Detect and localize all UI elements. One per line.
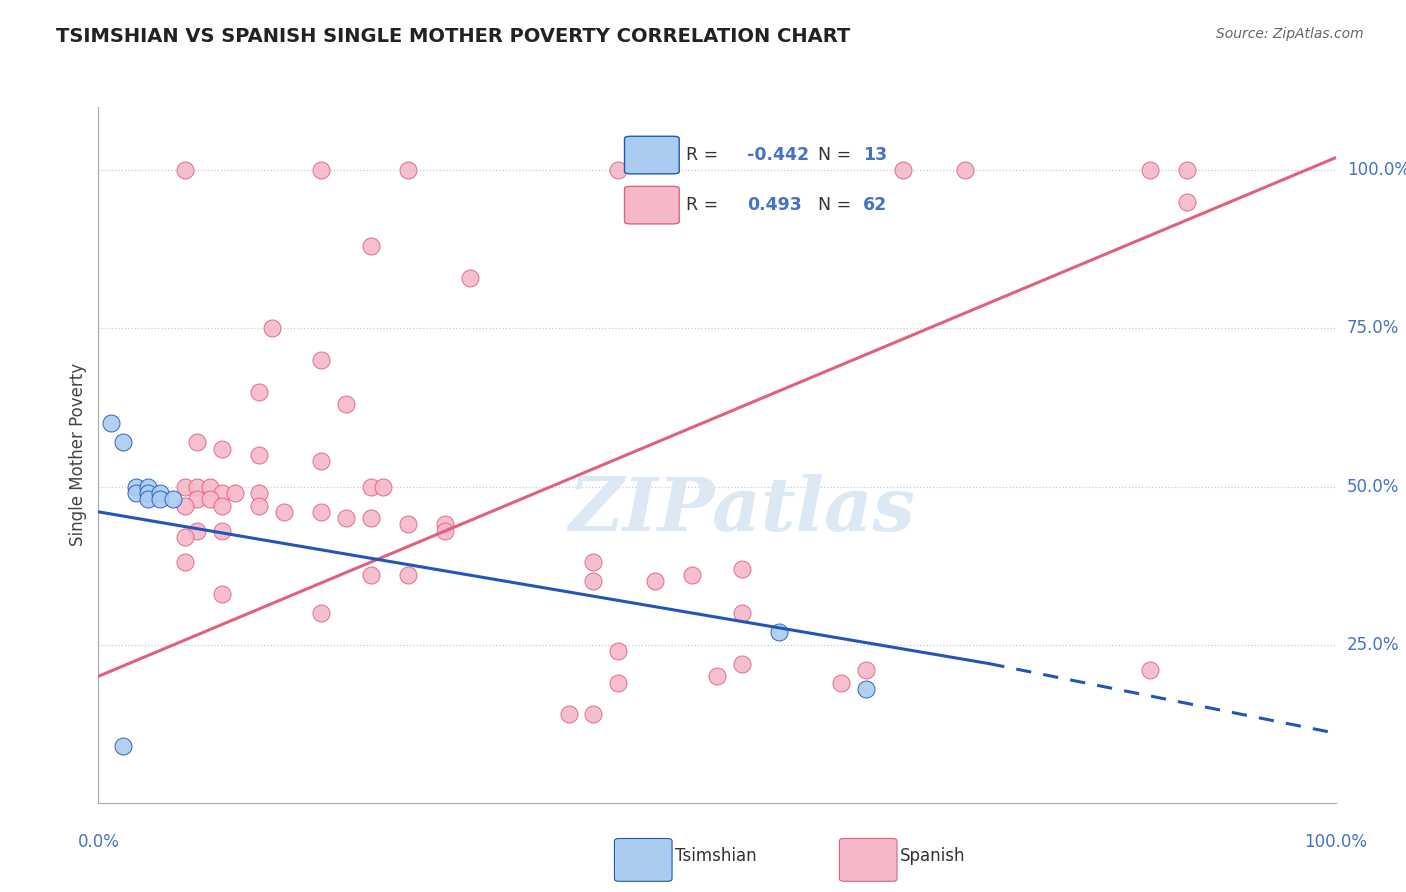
Point xyxy=(211,587,233,601)
Point xyxy=(211,442,233,456)
Point xyxy=(309,505,332,519)
Point xyxy=(260,321,283,335)
Point xyxy=(174,479,197,493)
Point xyxy=(582,556,605,570)
Point xyxy=(396,568,419,582)
Point xyxy=(1175,163,1198,178)
Text: Source: ZipAtlas.com: Source: ZipAtlas.com xyxy=(1216,27,1364,41)
Point xyxy=(309,454,332,468)
Point xyxy=(136,492,159,507)
Text: N =: N = xyxy=(817,146,851,164)
Point xyxy=(681,568,703,582)
Point xyxy=(582,574,605,589)
Point xyxy=(360,568,382,582)
Point xyxy=(360,479,382,493)
Point xyxy=(396,163,419,178)
Point xyxy=(186,524,208,538)
Point xyxy=(768,625,790,640)
Point xyxy=(607,675,630,690)
Point xyxy=(136,486,159,500)
Point xyxy=(891,163,914,178)
Point xyxy=(174,530,197,544)
Point xyxy=(855,663,877,677)
Point xyxy=(247,499,270,513)
Text: -0.442: -0.442 xyxy=(747,146,808,164)
Point xyxy=(953,163,976,178)
Text: Spanish: Spanish xyxy=(900,847,966,865)
Text: 75.0%: 75.0% xyxy=(1347,319,1399,337)
Text: 25.0%: 25.0% xyxy=(1347,636,1399,654)
Point xyxy=(557,707,579,722)
Point xyxy=(186,492,208,507)
Point xyxy=(607,163,630,178)
Point xyxy=(360,511,382,525)
Point xyxy=(211,524,233,538)
Text: ZIPatlas: ZIPatlas xyxy=(568,475,915,547)
Point xyxy=(174,163,197,178)
Text: 13: 13 xyxy=(862,146,887,164)
Point xyxy=(247,448,270,462)
Point xyxy=(149,492,172,507)
Point xyxy=(644,574,666,589)
Point xyxy=(149,486,172,500)
Point xyxy=(198,492,221,507)
Point xyxy=(112,739,135,753)
Text: 100.0%: 100.0% xyxy=(1347,161,1406,179)
Point xyxy=(186,435,208,450)
Text: TSIMSHIAN VS SPANISH SINGLE MOTHER POVERTY CORRELATION CHART: TSIMSHIAN VS SPANISH SINGLE MOTHER POVER… xyxy=(56,27,851,45)
Point xyxy=(211,486,233,500)
Point xyxy=(124,486,146,500)
FancyBboxPatch shape xyxy=(624,136,679,174)
Point xyxy=(247,384,270,399)
Point xyxy=(1139,163,1161,178)
Point xyxy=(309,606,332,620)
Point xyxy=(371,479,394,493)
Point xyxy=(309,163,332,178)
Point xyxy=(731,606,754,620)
Point xyxy=(211,499,233,513)
Point xyxy=(112,435,135,450)
Point xyxy=(360,239,382,253)
Point xyxy=(731,657,754,671)
Text: 62: 62 xyxy=(862,196,887,214)
Text: R =: R = xyxy=(686,146,718,164)
Point xyxy=(309,353,332,368)
Point xyxy=(174,556,197,570)
Point xyxy=(458,270,481,285)
Point xyxy=(1139,663,1161,677)
Point xyxy=(335,397,357,411)
Point xyxy=(247,486,270,500)
Text: N =: N = xyxy=(817,196,851,214)
Point xyxy=(1175,194,1198,209)
Point xyxy=(855,681,877,696)
Point xyxy=(100,417,122,431)
Point xyxy=(607,644,630,658)
Point xyxy=(162,492,184,507)
Point xyxy=(582,707,605,722)
Text: Tsimshian: Tsimshian xyxy=(675,847,756,865)
Point xyxy=(433,517,456,532)
Point xyxy=(174,499,197,513)
Point xyxy=(396,517,419,532)
Point xyxy=(136,479,159,493)
Text: 50.0%: 50.0% xyxy=(1347,477,1399,496)
Point xyxy=(198,479,221,493)
Point xyxy=(731,562,754,576)
Point xyxy=(224,486,246,500)
Text: 0.0%: 0.0% xyxy=(77,833,120,851)
FancyBboxPatch shape xyxy=(624,186,679,224)
Text: 100.0%: 100.0% xyxy=(1305,833,1367,851)
Point xyxy=(124,479,146,493)
Point xyxy=(273,505,295,519)
Y-axis label: Single Mother Poverty: Single Mother Poverty xyxy=(69,363,87,547)
Text: R =: R = xyxy=(686,196,718,214)
Point xyxy=(335,511,357,525)
Point xyxy=(830,675,852,690)
Point xyxy=(186,479,208,493)
Point xyxy=(433,524,456,538)
Text: 0.493: 0.493 xyxy=(747,196,801,214)
Point xyxy=(706,669,728,683)
